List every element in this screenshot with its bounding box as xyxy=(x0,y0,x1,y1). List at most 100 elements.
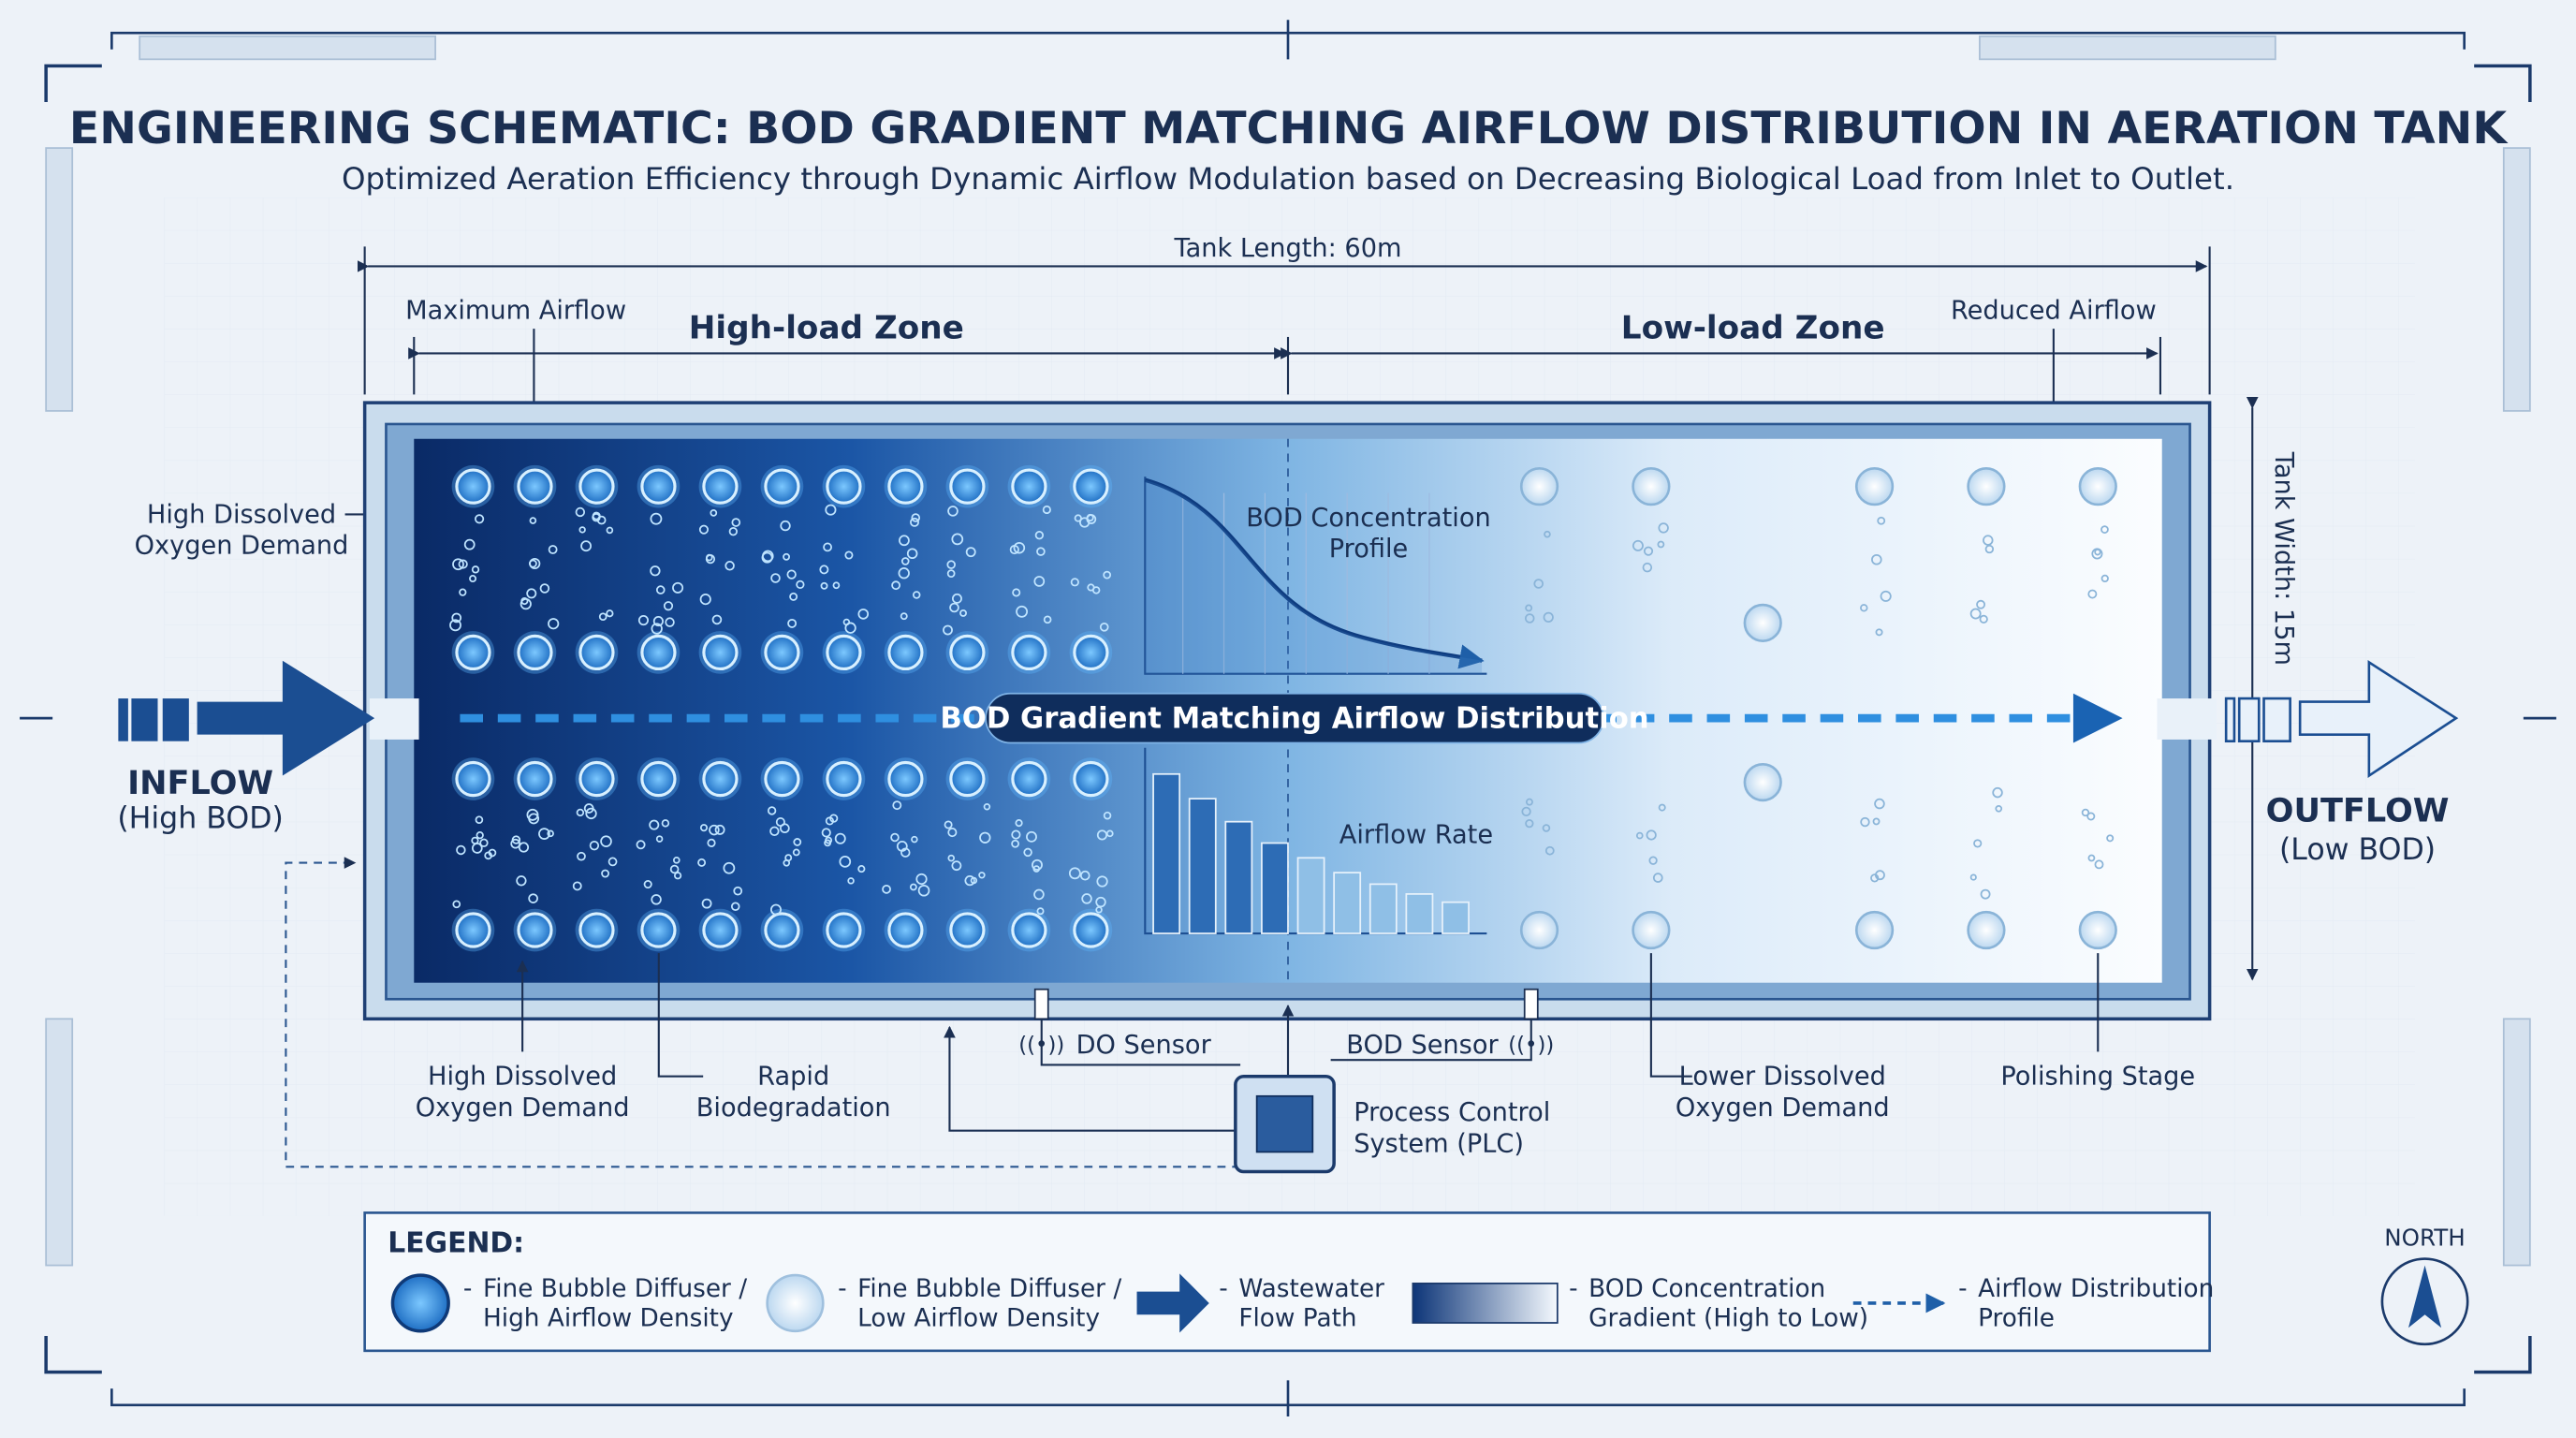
bubble xyxy=(964,875,975,887)
bubble xyxy=(583,803,594,814)
bubble xyxy=(1992,786,2003,799)
diffuser-high xyxy=(455,912,491,948)
bubble xyxy=(651,623,663,635)
diffuser-low xyxy=(1519,910,1559,950)
legend-dash: - xyxy=(1569,1275,1578,1303)
legend-line: Flow Path xyxy=(1238,1305,1356,1333)
bubble xyxy=(469,575,477,583)
bubble xyxy=(1026,830,1037,843)
text: ((•)) xyxy=(1018,1033,1064,1057)
diffuser-high xyxy=(517,468,553,505)
bubble xyxy=(730,902,740,912)
diffuser-high xyxy=(949,468,986,505)
circle xyxy=(766,1273,825,1333)
outflow: OUTFLOW xyxy=(2266,792,2450,830)
bubble xyxy=(1042,505,1051,515)
diffuser-high xyxy=(702,468,739,505)
g xyxy=(1182,492,1430,674)
bubble xyxy=(882,884,891,894)
bubble xyxy=(2086,812,2096,821)
diffuser-low xyxy=(2078,467,2117,506)
bubble xyxy=(857,609,870,620)
g xyxy=(45,35,2531,1267)
banner: BOD Gradient Matching Airflow Distributi… xyxy=(940,702,1648,736)
high-zone: High-load Zone xyxy=(689,310,964,347)
bubble xyxy=(701,898,712,909)
bubble xyxy=(1011,839,1019,848)
bubble xyxy=(733,886,743,896)
bubble xyxy=(1079,870,1090,881)
bubble xyxy=(459,588,467,596)
bubble xyxy=(1013,541,1026,554)
bubble xyxy=(652,615,664,627)
path xyxy=(1136,1273,1209,1333)
circle xyxy=(2380,1257,2469,1346)
bubble xyxy=(1016,605,1029,618)
bubble xyxy=(767,806,777,815)
bubble xyxy=(731,518,741,527)
legend-line: Airflow Distribution xyxy=(1978,1275,2214,1303)
do-sensor: DO Sensor xyxy=(1076,1031,1212,1060)
legend-line: BOD Concentration xyxy=(1588,1275,1825,1303)
max-airflow: Maximum Airflow xyxy=(405,297,626,326)
bubble xyxy=(832,581,841,590)
diffuser-high xyxy=(764,634,800,671)
line: Profile xyxy=(1329,535,1409,564)
bubble xyxy=(580,540,592,552)
diffuser-high xyxy=(887,468,924,505)
bubble xyxy=(946,569,956,578)
diffuser-high xyxy=(1011,468,1047,505)
diffuser-high xyxy=(826,912,862,948)
bubble xyxy=(906,548,918,560)
rect xyxy=(118,698,128,741)
bubble xyxy=(673,872,682,880)
rect xyxy=(1979,35,2276,61)
diffuser-high xyxy=(455,634,491,671)
diffuser-high xyxy=(578,760,615,798)
tank-length: Tank Length: 60m xyxy=(1173,234,1401,263)
bubble xyxy=(589,840,600,851)
bubble xyxy=(575,506,586,518)
bubble xyxy=(1542,824,1551,832)
bubble xyxy=(949,602,959,613)
bubble xyxy=(651,894,662,905)
bubble xyxy=(697,858,707,867)
bubble xyxy=(585,807,597,820)
bubble xyxy=(857,865,866,873)
diffuser-high xyxy=(455,468,491,505)
diffuser-high xyxy=(455,760,491,798)
diffuser-high xyxy=(1011,634,1047,671)
bubble xyxy=(834,832,846,844)
bubble xyxy=(951,533,964,546)
bubble xyxy=(1632,539,1644,551)
bubble xyxy=(839,856,852,868)
bubble xyxy=(1103,811,1112,820)
bubble xyxy=(1635,831,1644,840)
bubble xyxy=(578,526,586,534)
text: ((•)) xyxy=(1508,1033,1554,1057)
bubble xyxy=(1036,547,1046,556)
line: Oxygen Demand xyxy=(416,1093,630,1123)
bubble xyxy=(698,524,710,535)
bubble xyxy=(2087,854,2096,862)
line: Oxygen Demand xyxy=(135,532,349,561)
bubble xyxy=(1525,819,1534,829)
bod-sensor: BOD Sensor xyxy=(1346,1031,1499,1060)
bubble xyxy=(890,832,900,843)
bubble xyxy=(572,881,582,891)
bubble xyxy=(959,609,967,617)
diffuser-low xyxy=(1967,910,2006,950)
bubble xyxy=(979,831,991,844)
bubble xyxy=(786,569,797,580)
rect xyxy=(45,1018,74,1267)
bubble xyxy=(1032,858,1043,871)
rect xyxy=(1255,1094,1314,1153)
bubble xyxy=(456,844,466,856)
circle xyxy=(390,1273,450,1333)
bubble xyxy=(649,819,660,830)
bubble xyxy=(1095,906,1103,914)
path xyxy=(44,64,2532,1374)
bubble xyxy=(538,828,550,840)
bubble xyxy=(784,854,793,862)
bubble xyxy=(1521,806,1531,817)
